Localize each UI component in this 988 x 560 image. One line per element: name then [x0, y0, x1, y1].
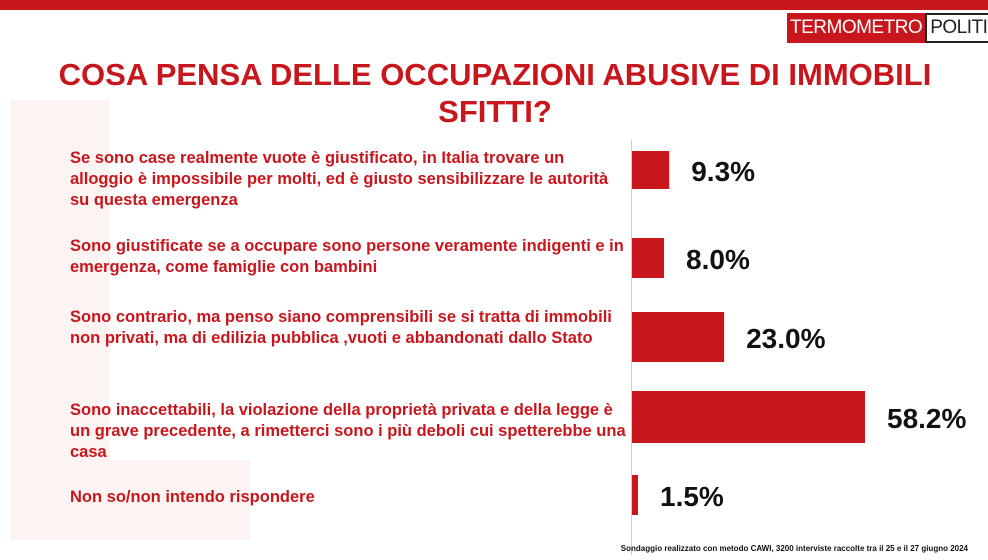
bar-1 [632, 151, 670, 189]
value-label-5: 1.5% [660, 481, 724, 512]
watermark-shape [10, 100, 250, 540]
category-label-4: Sono inaccettabili, la violazione della … [70, 401, 626, 461]
category-label-2: Sono giustificate se a occupare sono per… [70, 237, 624, 276]
bar-4 [632, 391, 865, 443]
value-label-2: 8.0% [686, 244, 750, 275]
value-label-4: 58.2% [887, 403, 966, 434]
bar-5 [632, 475, 639, 515]
bar-2 [632, 238, 665, 278]
category-label-5: Non so/non intendo rispondere [70, 488, 315, 506]
chart-axis-line [631, 140, 632, 555]
value-label-1: 9.3% [691, 156, 755, 187]
top-accent-bar [0, 0, 988, 10]
chart-title: COSA PENSA DELLE OCCUPAZIONI ABUSIVE DI … [58, 57, 932, 129]
survey-footnote: Sondaggio realizzato con metodo CAWI, 32… [620, 544, 968, 553]
value-label-3: 23.0% [746, 323, 825, 354]
logo-part-termometro: TERMOMETRO [787, 13, 926, 43]
category-label-3: Sono contrario, ma penso siano comprensi… [70, 308, 612, 347]
category-label-1: Se sono case realmente vuote è giustific… [70, 149, 609, 209]
bar-3 [632, 312, 725, 362]
